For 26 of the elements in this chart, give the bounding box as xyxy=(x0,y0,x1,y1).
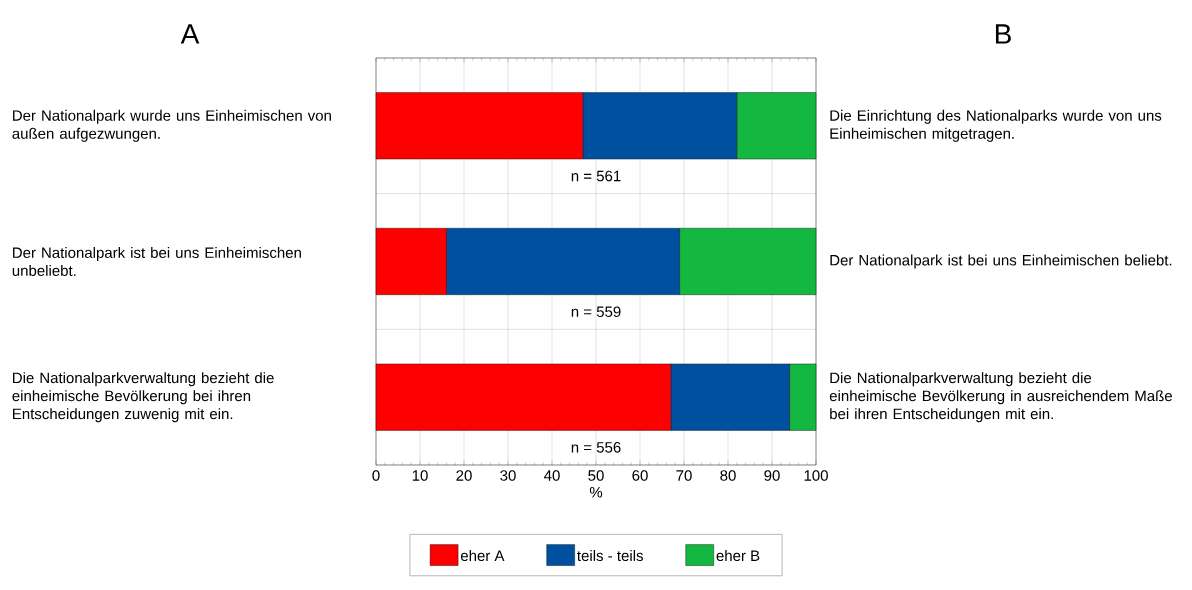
y-tick-label: Die Nationalparkverwaltung bezieht die einheimische Bevölkerung bei ihren Entscheidungen zuwenig mit ein. xyxy=(12,372,274,423)
legend-label: eher A xyxy=(460,550,505,562)
x-tick-label: 20 xyxy=(456,470,472,481)
annotation: n = 559 xyxy=(571,306,621,317)
x-tick-label: 100 xyxy=(804,470,828,481)
y2-tick-label: Der Nationalpark ist bei uns Einheimischen beliebt. xyxy=(830,254,1172,269)
y2-tick-label: Die Einrichtung des Nationalparks wurde von uns Einheimischen mitgetragen. xyxy=(830,109,1162,142)
x-tick-label: 10 xyxy=(412,470,428,481)
text: B xyxy=(995,24,1011,44)
legend-label: teils - teils xyxy=(577,550,643,562)
text: A xyxy=(180,24,200,44)
legend-label: eher B xyxy=(716,550,760,562)
x-tick-label: 50 xyxy=(588,470,604,481)
x-tick-label: 60 xyxy=(632,470,648,481)
y-tick-label: Der Nationalpark ist bei uns Einheimischen unbeliebt. xyxy=(12,246,301,276)
x-tick-label: 0 xyxy=(372,470,380,481)
x-tick-label: 70 xyxy=(676,470,692,481)
y-tick-label: Der Nationalpark wurde uns Einheimischen von außen aufgezwungen. xyxy=(12,109,331,142)
x-tick-label: 80 xyxy=(720,470,736,481)
y2-tick-label: Die Nationalparkverwaltung bezieht die einheimische Bevölkerung in ausreichendem Maße bei ihren Entscheidungen mit ein. xyxy=(829,372,1172,423)
x-tick-label: 40 xyxy=(544,470,560,481)
x-axis-title: % xyxy=(589,487,603,498)
x-tick-label: 90 xyxy=(764,470,780,481)
x-tick-label: 30 xyxy=(500,470,516,481)
annotation: n = 561 xyxy=(571,170,621,182)
annotation: n = 556 xyxy=(571,442,621,453)
